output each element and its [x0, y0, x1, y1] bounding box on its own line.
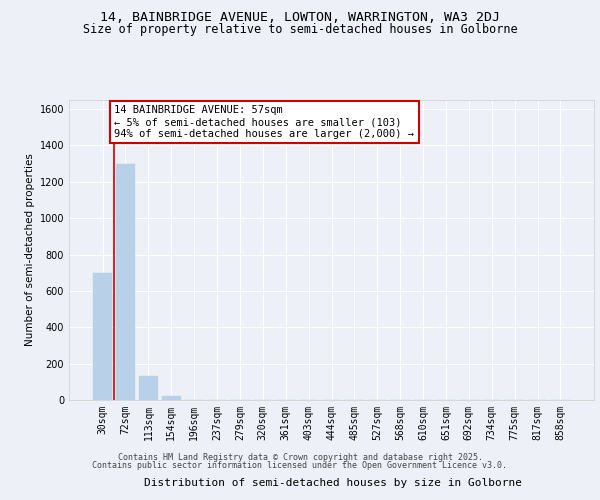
Bar	[161, 396, 181, 400]
Text: Distribution of semi-detached houses by size in Golborne: Distribution of semi-detached houses by …	[144, 478, 522, 488]
Text: Size of property relative to semi-detached houses in Golborne: Size of property relative to semi-detach…	[83, 22, 517, 36]
Bar	[93, 272, 112, 400]
Text: 14 BAINBRIDGE AVENUE: 57sqm
← 5% of semi-detached houses are smaller (103)
94% o: 14 BAINBRIDGE AVENUE: 57sqm ← 5% of semi…	[115, 106, 415, 138]
Text: 14, BAINBRIDGE AVENUE, LOWTON, WARRINGTON, WA3 2DJ: 14, BAINBRIDGE AVENUE, LOWTON, WARRINGTO…	[100, 11, 500, 24]
Bar	[139, 376, 158, 400]
Bar	[116, 164, 135, 400]
Text: Contains HM Land Registry data © Crown copyright and database right 2025.: Contains HM Land Registry data © Crown c…	[118, 454, 482, 462]
Text: Contains public sector information licensed under the Open Government Licence v3: Contains public sector information licen…	[92, 461, 508, 470]
Y-axis label: Number of semi-detached properties: Number of semi-detached properties	[25, 154, 35, 346]
